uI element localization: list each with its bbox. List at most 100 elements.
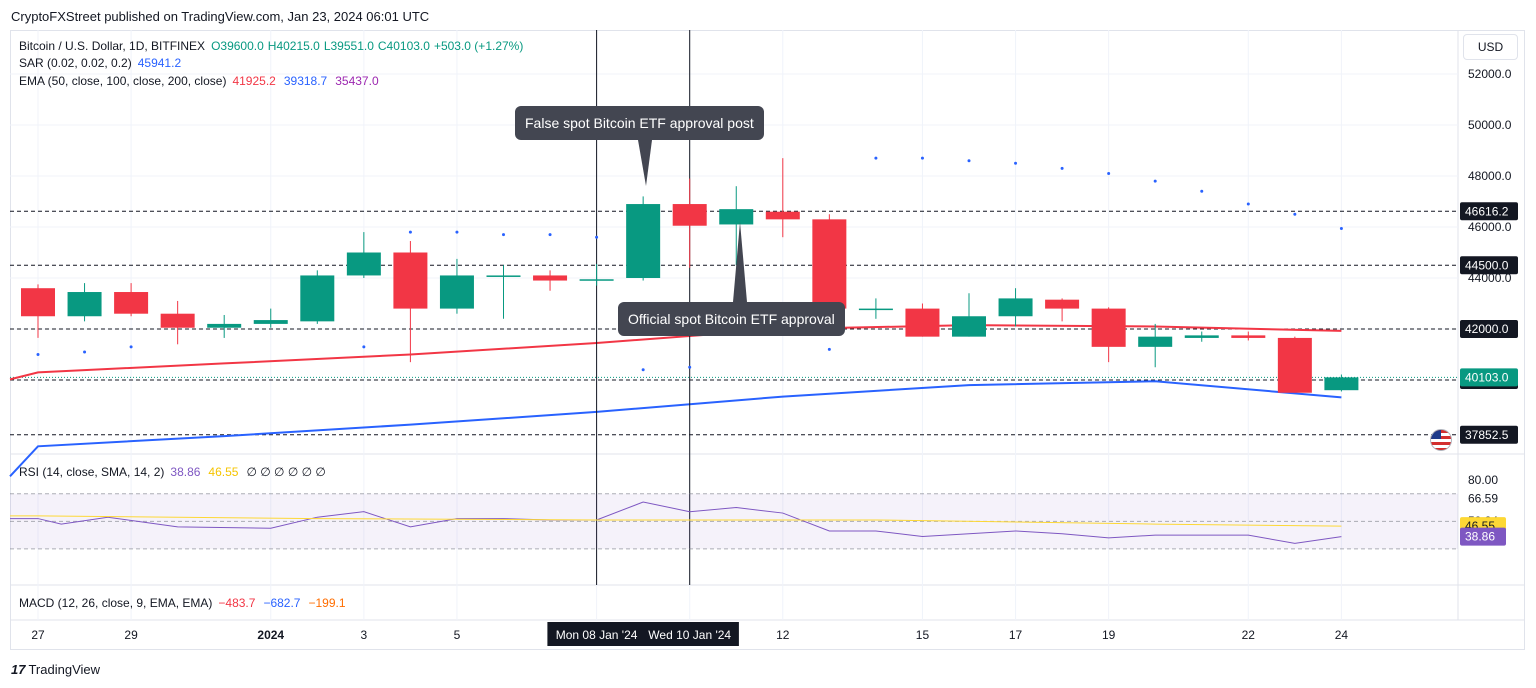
- level-label-box: [1460, 256, 1518, 275]
- ema100-line[interactable]: [9, 380, 1342, 477]
- change-value: +503.0 (+1.27%): [433, 39, 524, 53]
- rsi-line[interactable]: [10, 501, 1342, 544]
- close-value: C40103.0: [377, 39, 430, 53]
- level-label-box: [1460, 320, 1518, 338]
- rsi-value-box: [1460, 527, 1506, 546]
- rsi-label[interactable]: RSI (14, close, SMA, 14, 2): [19, 465, 165, 479]
- candle-body[interactable]: [1091, 308, 1126, 347]
- candle-body[interactable]: [393, 252, 428, 309]
- official-approval-callout[interactable]: Official spot Bitcoin ETF approval: [618, 302, 845, 336]
- branding-label: TradingView: [28, 662, 101, 677]
- candle-body[interactable]: [858, 308, 893, 311]
- open-value: O39600.0: [211, 39, 264, 53]
- candle-body[interactable]: [300, 275, 335, 322]
- candle-body[interactable]: [672, 204, 707, 226]
- candle-body[interactable]: [1045, 299, 1080, 309]
- candle-body[interactable]: [626, 204, 661, 278]
- sar-dot: [1200, 189, 1204, 193]
- macd-legend: MACD (12, 26, close, 9, EMA, EMA) −483.7−…: [19, 596, 350, 610]
- sar-dot: [1107, 171, 1111, 175]
- candle-body[interactable]: [533, 275, 568, 281]
- candle-body[interactable]: [1138, 336, 1173, 347]
- time-tick-label: 29: [124, 628, 138, 642]
- tradingview-logo[interactable]: 17 TradingView: [11, 662, 100, 677]
- sar-dot: [83, 350, 87, 354]
- publisher-line: CryptoFXStreet published on TradingView.…: [11, 9, 430, 24]
- candle-body[interactable]: [1277, 337, 1312, 393]
- candle-body[interactable]: [486, 275, 521, 277]
- high-value: H40215.0: [267, 39, 320, 53]
- ema100-value: 39318.7: [283, 74, 328, 88]
- price-legend: Bitcoin / U.S. Dollar, 1D, BITFINEX O3960…: [19, 39, 527, 53]
- candle-body[interactable]: [67, 292, 102, 317]
- ema50-value: 41925.2: [232, 74, 276, 88]
- sar-dot: [129, 345, 133, 349]
- macd-label[interactable]: MACD (12, 26, close, 9, EMA, EMA): [19, 596, 213, 610]
- level-label: 37852.5: [1465, 428, 1509, 442]
- candle-body[interactable]: [160, 313, 195, 328]
- sar-dot: [1153, 179, 1157, 183]
- sar-dot: [36, 353, 40, 356]
- candle-body[interactable]: [998, 298, 1033, 317]
- low-value: L39551.0: [323, 39, 374, 53]
- time-tick-label: 3: [361, 628, 368, 642]
- candle-body[interactable]: [719, 209, 754, 225]
- candle-body[interactable]: [812, 219, 847, 309]
- date-highlight-label: Wed 10 Jan '24: [648, 628, 731, 642]
- sar-dot: [1293, 212, 1297, 216]
- time-tick-label: 2024: [257, 628, 284, 642]
- candle-body[interactable]: [579, 279, 614, 281]
- sar-dot: [1246, 202, 1250, 206]
- last-price-label: 40103.0: [1465, 370, 1509, 384]
- candle-body[interactable]: [114, 292, 149, 314]
- time-tick-label: 27: [31, 628, 45, 642]
- price-tick-label: 50000.0: [1468, 118, 1512, 132]
- date-highlight-box: [640, 622, 739, 646]
- candle-body[interactable]: [765, 211, 800, 220]
- sar-dot: [641, 368, 645, 372]
- candle-body[interactable]: [1231, 335, 1266, 338]
- false-post-callout[interactable]: False spot Bitcoin ETF approval post: [515, 106, 764, 140]
- false-post-pointer: [638, 140, 652, 186]
- sar-dot: [688, 365, 692, 369]
- time-tick-label: 19: [1102, 628, 1116, 642]
- level-label: 42000.0: [1465, 322, 1509, 336]
- ema-label[interactable]: EMA (50, close, 100, close, 200, close): [19, 74, 227, 88]
- rsi-legend: RSI (14, close, SMA, 14, 2) 38.86 46.55 ∅ ∅…: [19, 465, 330, 479]
- candle-body[interactable]: [952, 316, 986, 337]
- sar-dot: [362, 345, 366, 349]
- tradingview-logo-icon: 17: [11, 662, 26, 677]
- time-tick-label: 12: [776, 628, 790, 642]
- sar-dot: [1014, 161, 1018, 165]
- official-approval-pointer: [733, 222, 747, 302]
- level-label-box: [1460, 202, 1518, 221]
- candle-body[interactable]: [439, 275, 474, 309]
- us-flag-icon[interactable]: [1430, 429, 1452, 451]
- price-tick-label: 46000.0: [1468, 220, 1512, 234]
- sar-dot: [1060, 166, 1064, 170]
- macd-signal-value: −682.7: [263, 596, 301, 610]
- currency-button[interactable]: USD: [1463, 34, 1518, 60]
- sar-label[interactable]: SAR (0.02, 0.02, 0.2): [19, 56, 132, 70]
- candle-body[interactable]: [346, 252, 381, 276]
- rsi-sma-line[interactable]: [10, 515, 1342, 527]
- rsi-tick-label: 80.00: [1468, 473, 1498, 487]
- date-highlight-label: Mon 08 Jan '24: [556, 628, 638, 642]
- candle-body[interactable]: [253, 320, 288, 324]
- sar-dot: [548, 233, 552, 237]
- candle-body[interactable]: [905, 308, 940, 337]
- rsi-value-label: 38.86: [1465, 530, 1495, 544]
- sar-dot: [1339, 226, 1343, 230]
- candle-body[interactable]: [1184, 335, 1219, 338]
- candle-body[interactable]: [207, 323, 242, 328]
- rsi-extras: ∅ ∅ ∅ ∅ ∅ ∅: [246, 465, 326, 479]
- price-tick-label: 52000.0: [1468, 67, 1512, 81]
- time-tick-label: 15: [916, 628, 930, 642]
- candle-body[interactable]: [1324, 377, 1359, 391]
- ema200-value: 35437.0: [335, 74, 379, 88]
- symbol-label[interactable]: Bitcoin / U.S. Dollar, 1D, BITFINEX: [19, 39, 206, 53]
- date-highlight-box: [547, 622, 646, 646]
- candle-body[interactable]: [21, 288, 55, 317]
- last-price-box: [1460, 368, 1518, 387]
